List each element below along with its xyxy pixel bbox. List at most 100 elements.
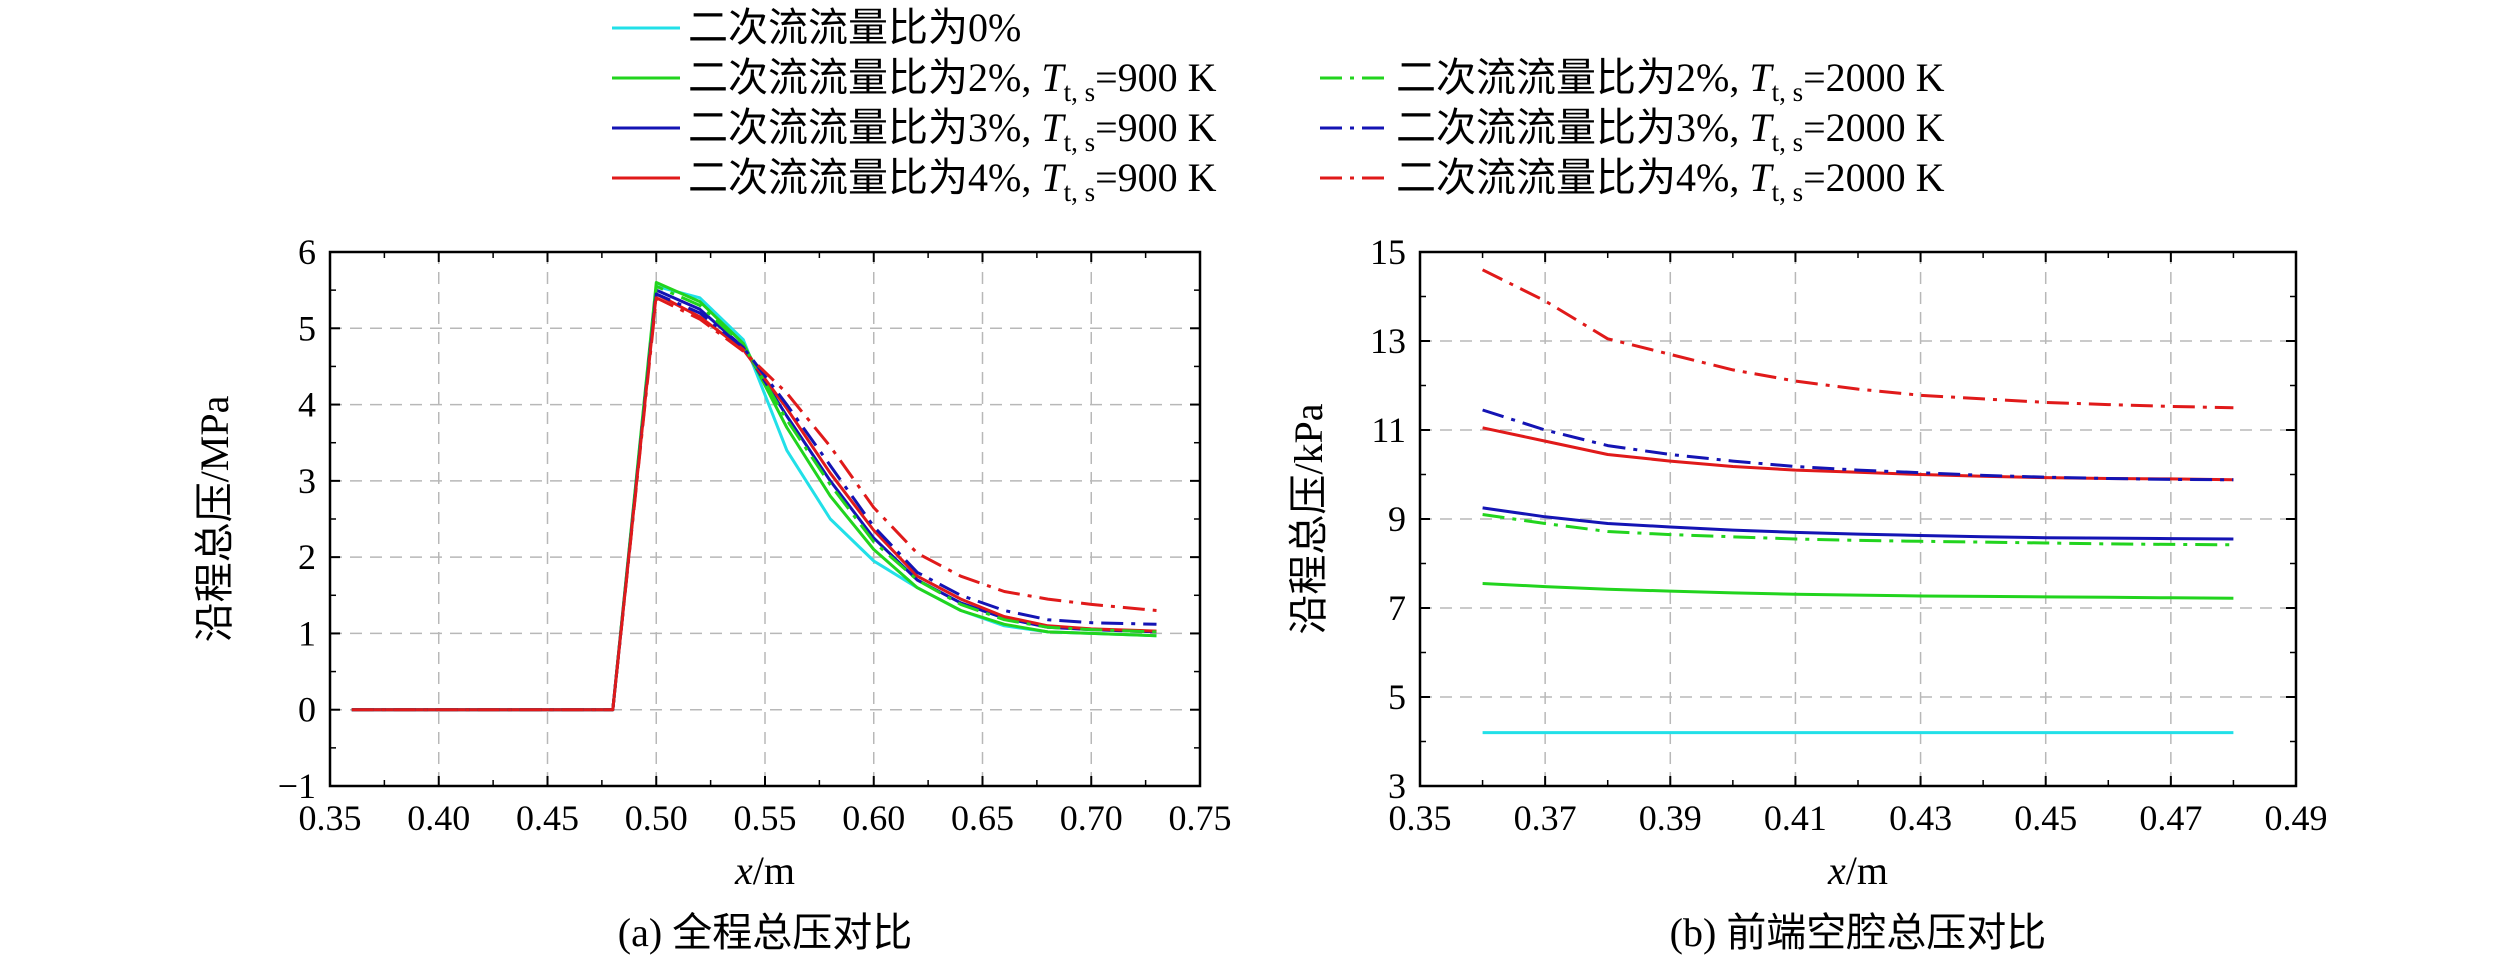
legend-label-text: 二次流流量比为0% <box>688 5 1021 50</box>
legend-temp-subscript: t, s <box>1064 77 1096 107</box>
legend-item-4: 二次流流量比为2%, Tt, s=2000 K <box>1320 55 1945 107</box>
x-tick-label: 0.65 <box>951 798 1014 838</box>
legend-temp-subscript: t, s <box>1772 77 1804 107</box>
x-tick-label: 0.40 <box>407 798 470 838</box>
legend-label-text: 二次流流量比为2%, <box>1396 55 1749 100</box>
series-line-3 <box>1482 426 2234 482</box>
x-axis-unit: /m <box>1846 848 1888 893</box>
legend-temp-value: =2000 K <box>1803 105 1945 150</box>
legend-label: 二次流流量比为2%, Tt, s=2000 K <box>1396 55 1945 107</box>
x-axis-unit: /m <box>753 848 795 893</box>
y-tick-label: 2 <box>298 537 316 577</box>
series-line-0 <box>351 284 1157 712</box>
series-line-6 <box>351 296 1157 712</box>
legend-label: 二次流流量比为4%, Tt, s=2000 K <box>1396 155 1945 207</box>
x-tick-label: 0.41 <box>1764 798 1827 838</box>
legend-label-text: 二次流流量比为2%, <box>688 55 1041 100</box>
ticks: 0.35 0.37 0.39 0.41 0.43 0.45 0.47 0.49 3 5 7 9 11 13… <box>1370 232 2328 838</box>
legend-temp-value: =2000 K <box>1803 155 1945 200</box>
series-line-1 <box>1482 582 2234 600</box>
legend-temp-subscript: t, s <box>1064 127 1096 157</box>
legend-temp-symbol: T <box>1041 55 1066 100</box>
x-tick-label: 0.50 <box>625 798 688 838</box>
legend-item-1: 二次流流量比为2%, Tt, s=900 K <box>612 55 1217 107</box>
y-tick-label: 6 <box>298 232 316 272</box>
legend-item-6: 二次流流量比为4%, Tt, s=2000 K <box>1320 155 1945 207</box>
legend-label: 二次流流量比为4%, Tt, s=900 K <box>688 155 1217 207</box>
legend-item-3: 二次流流量比为4%, Tt, s=900 K <box>612 155 1217 207</box>
y-tick-label: 9 <box>1388 499 1406 539</box>
legend-temp-symbol: T <box>1749 105 1774 150</box>
y-tick-label: 7 <box>1388 588 1406 628</box>
legend-item-0: 二次流流量比为0% <box>612 5 1021 50</box>
legend-temp-symbol: T <box>1041 105 1066 150</box>
legend-label-text: 二次流流量比为3%, <box>1396 105 1749 150</box>
series-line-5 <box>1482 408 2234 482</box>
x-axis-var: x <box>1827 848 1846 893</box>
x-tick-label: 0.35 <box>299 798 362 838</box>
y-tick-label: 3 <box>1388 766 1406 806</box>
legend-temp-value: =900 K <box>1095 155 1217 200</box>
legend-temp-symbol: T <box>1749 155 1774 200</box>
ticks: 0.35 0.40 0.45 0.50 0.55 0.60 0.65 0.70 0.75 −1 0 1… <box>278 232 1232 838</box>
chart-caption: (a) 全程总压对比 <box>618 910 912 955</box>
x-tick-label: 0.70 <box>1060 798 1123 838</box>
x-tick-label: 0.37 <box>1514 798 1577 838</box>
x-tick-label: 0.75 <box>1169 798 1232 838</box>
chart-a: 0.35 0.40 0.45 0.50 0.55 0.60 0.65 0.70 0.75 −1 0 1… <box>192 232 1232 955</box>
y-tick-label: 3 <box>298 461 316 501</box>
legend-temp-symbol: T <box>1749 55 1774 100</box>
legend-label-text: 二次流流量比为4%, <box>1396 155 1749 200</box>
y-tick-label: −1 <box>278 766 316 806</box>
series-line-5 <box>351 292 1157 712</box>
x-tick-label: 0.49 <box>2265 798 2328 838</box>
y-axis-title: 沿程总压/MPa <box>192 395 237 642</box>
legend-temp-value: =900 K <box>1095 55 1217 100</box>
y-tick-label: 1 <box>298 613 316 653</box>
y-tick-label: 5 <box>298 308 316 348</box>
grid-lines <box>1420 252 2296 786</box>
x-tick-label: 0.55 <box>734 798 797 838</box>
legend-label-text: 二次流流量比为3%, <box>688 105 1041 150</box>
x-tick-label: 0.43 <box>1889 798 1952 838</box>
grid-lines <box>330 252 1200 786</box>
series-line-6 <box>1481 268 2234 410</box>
y-tick-label: 0 <box>298 690 316 730</box>
x-tick-label: 0.45 <box>516 798 579 838</box>
x-axis-var: x <box>734 848 753 893</box>
y-axis-title: 沿程总压/kPa <box>1286 403 1331 634</box>
chart-caption: (b) 前端空腔总压对比 <box>1670 910 2047 955</box>
legend-item-2: 二次流流量比为3%, Tt, s=900 K <box>612 105 1217 157</box>
legend-temp-value: =2000 K <box>1803 55 1945 100</box>
x-tick-label: 0.47 <box>2139 798 2202 838</box>
legend-label-text: 二次流流量比为4%, <box>688 155 1041 200</box>
x-tick-label: 0.35 <box>1389 798 1452 838</box>
y-tick-label: 11 <box>1371 410 1406 450</box>
legend-item-5: 二次流流量比为3%, Tt, s=2000 K <box>1320 105 1945 157</box>
legend-temp-subscript: t, s <box>1064 177 1096 207</box>
x-tick-label: 0.39 <box>1639 798 1702 838</box>
series-line-2 <box>1482 506 2234 541</box>
legend-temp-value: =900 K <box>1095 105 1217 150</box>
series-group <box>351 281 1157 712</box>
y-tick-label: 13 <box>1370 321 1406 361</box>
series-group <box>1481 268 2234 735</box>
chart-b: 0.35 0.37 0.39 0.41 0.43 0.45 0.47 0.49 3 5 7 9 11 13… <box>1286 232 2328 955</box>
legend-temp-subscript: t, s <box>1772 177 1804 207</box>
x-axis-title: x/m <box>1827 848 1888 893</box>
y-tick-label: 5 <box>1388 677 1406 717</box>
series-line-4 <box>351 284 1157 712</box>
legend-temp-subscript: t, s <box>1772 127 1804 157</box>
legend-temp-symbol: T <box>1041 155 1066 200</box>
series-line-3 <box>351 292 1157 712</box>
legend-label: 二次流流量比为3%, Tt, s=2000 K <box>1396 105 1945 157</box>
series-line-1 <box>351 281 1157 712</box>
x-axis-title: x/m <box>734 848 795 893</box>
x-tick-label: 0.60 <box>842 798 905 838</box>
legend-label: 二次流流量比为2%, Tt, s=900 K <box>688 55 1217 107</box>
x-tick-label: 0.45 <box>2014 798 2077 838</box>
legend-label: 二次流流量比为0% <box>688 5 1021 50</box>
legend: 二次流流量比为0%二次流流量比为2%, Tt, s=900 K二次流流量比为3%… <box>612 5 1945 207</box>
series-line-4 <box>1482 513 2234 547</box>
